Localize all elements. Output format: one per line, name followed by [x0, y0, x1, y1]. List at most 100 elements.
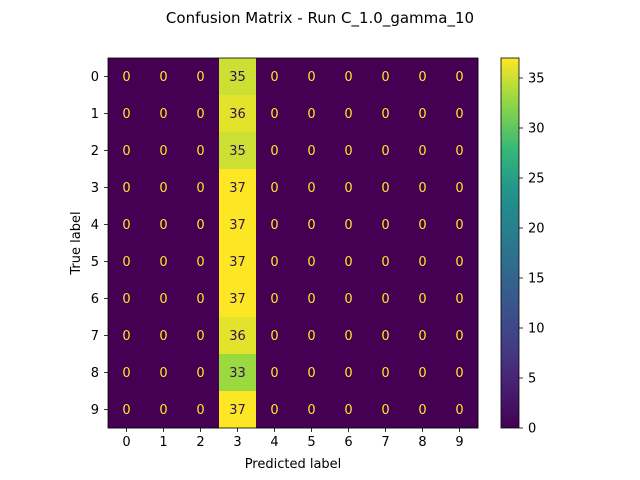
heatmap-cell — [219, 169, 257, 207]
heatmap-cell — [219, 391, 257, 429]
cell-value-label: 0 — [159, 329, 167, 344]
cell-value-label: 0 — [307, 144, 315, 159]
heatmap-cell — [367, 354, 405, 392]
cell-value-label: 0 — [270, 144, 278, 159]
heatmap-cell — [404, 317, 442, 355]
heatmap-cell — [330, 391, 368, 429]
cell-value-label: 0 — [455, 181, 463, 196]
heatmap-cell — [293, 317, 331, 355]
heatmap-cell — [219, 132, 257, 170]
heatmap-cell — [256, 243, 294, 281]
cell-value-label: 0 — [455, 107, 463, 122]
cell-value-label: 0 — [122, 107, 130, 122]
cell-value-label: 0 — [381, 329, 389, 344]
cell-value-label: 0 — [159, 70, 167, 85]
y-tick-label: 6 — [91, 292, 99, 307]
heatmap-cell — [256, 354, 294, 392]
cell-value-label: 0 — [344, 366, 352, 381]
cell-value-label: 0 — [122, 292, 130, 307]
heatmap-cell — [219, 243, 257, 281]
cell-value-label: 0 — [455, 144, 463, 159]
heatmap-cell — [182, 354, 220, 392]
heatmap-cell — [145, 354, 183, 392]
heatmap-cell — [182, 132, 220, 170]
heatmap-cell — [256, 206, 294, 244]
cell-value-label: 36 — [229, 329, 246, 344]
heatmap-cell — [145, 58, 183, 96]
cell-value-label: 37 — [229, 181, 246, 196]
y-tick-label: 7 — [91, 329, 99, 344]
cell-value-label: 0 — [307, 255, 315, 270]
y-tick-label: 8 — [91, 366, 99, 381]
cell-value-label: 0 — [122, 144, 130, 159]
cell-value-label: 0 — [455, 255, 463, 270]
y-tick-label: 0 — [91, 70, 99, 85]
x-tick-label: 2 — [196, 435, 204, 450]
heatmap-cell — [219, 206, 257, 244]
colorbar-tick-label: 25 — [528, 172, 545, 187]
heatmap-cell — [404, 206, 442, 244]
heatmap-cell — [330, 354, 368, 392]
colorbar — [500, 57, 520, 429]
cell-value-label: 0 — [418, 292, 426, 307]
cell-value-label: 0 — [344, 403, 352, 418]
cell-value-label: 0 — [344, 181, 352, 196]
heatmap-cell — [330, 317, 368, 355]
heatmap-cell — [182, 95, 220, 133]
cell-value-label: 0 — [381, 70, 389, 85]
heatmap-cell — [145, 391, 183, 429]
cell-value-label: 0 — [307, 366, 315, 381]
heatmap-cell — [330, 206, 368, 244]
cell-value-label: 0 — [307, 107, 315, 122]
heatmap-cell — [219, 280, 257, 318]
cell-value-label: 0 — [381, 144, 389, 159]
cell-value-label: 0 — [418, 70, 426, 85]
colorbar-ticks: 0 5 10 15 20 25 30 35 — [519, 72, 545, 437]
heatmap-cell — [441, 280, 479, 318]
heatmap-cell — [404, 243, 442, 281]
cell-value-label: 0 — [381, 366, 389, 381]
x-tick-label: 8 — [418, 435, 426, 450]
cell-value-label: 0 — [270, 366, 278, 381]
heatmap-cell — [108, 58, 146, 96]
heatmap-cell — [441, 58, 479, 96]
colorbar-tick-label: 0 — [528, 422, 536, 437]
cell-value-label: 0 — [122, 366, 130, 381]
cell-value-label: 37 — [229, 255, 246, 270]
x-tick-label: 7 — [381, 435, 389, 450]
cell-value-label: 0 — [196, 218, 204, 233]
colorbar-tick-label: 10 — [528, 322, 545, 337]
cell-value-label: 0 — [122, 403, 130, 418]
cell-value-label: 0 — [307, 403, 315, 418]
cell-value-label: 0 — [270, 218, 278, 233]
heatmap-cell — [404, 95, 442, 133]
cell-value-label: 0 — [159, 366, 167, 381]
chart-title: Confusion Matrix - Run C_1.0_gamma_10 — [166, 9, 474, 28]
cell-value-label: 0 — [307, 181, 315, 196]
heatmap-cell — [219, 95, 257, 133]
x-tick-label: 3 — [233, 435, 241, 450]
y-tick-label: 4 — [91, 218, 99, 233]
cell-value-label: 0 — [307, 329, 315, 344]
cell-value-label: 0 — [418, 255, 426, 270]
heatmap-cell — [256, 132, 294, 170]
cell-value-label: 0 — [307, 292, 315, 307]
heatmap-cell — [330, 95, 368, 133]
cell-value-label: 0 — [159, 181, 167, 196]
cell-value-label: 0 — [455, 70, 463, 85]
y-axis-ticks: 0 1 2 3 4 5 6 7 8 9 — [91, 70, 108, 418]
heatmap-cell — [293, 169, 331, 207]
cell-value-label: 0 — [196, 292, 204, 307]
cell-value-label: 0 — [159, 218, 167, 233]
cell-value-label: 0 — [122, 218, 130, 233]
heatmap-cell — [404, 391, 442, 429]
cell-value-label: 0 — [196, 70, 204, 85]
heatmap-cell — [256, 169, 294, 207]
y-tick-label: 2 — [91, 144, 99, 159]
cell-value-label: 0 — [344, 255, 352, 270]
x-tick-label: 0 — [122, 435, 130, 450]
cell-value-label: 0 — [381, 218, 389, 233]
heatmap-cell — [367, 243, 405, 281]
cell-value-label: 0 — [455, 366, 463, 381]
